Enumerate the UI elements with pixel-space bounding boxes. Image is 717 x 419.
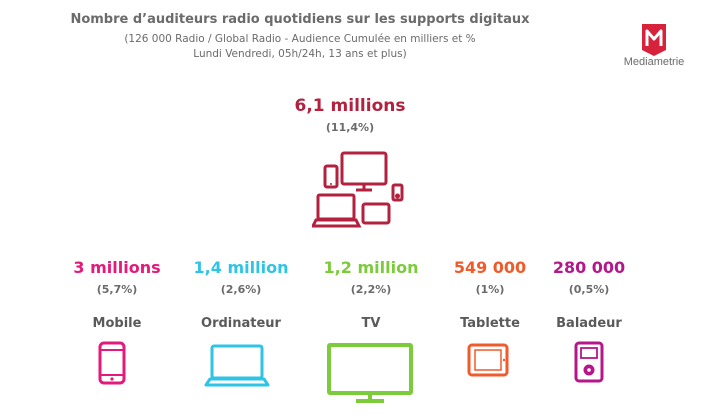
smartphone-icon bbox=[98, 341, 126, 385]
device-value: 549 000 bbox=[453, 258, 527, 277]
total-percent: (11,4%) bbox=[325, 121, 375, 134]
page-title: Nombre d’auditeurs radio quotidiens sur … bbox=[70, 12, 530, 27]
tv-icon bbox=[327, 343, 413, 403]
laptop-icon bbox=[204, 344, 270, 387]
device-value: 3 millions bbox=[73, 258, 161, 277]
device-label: Baladeur bbox=[556, 316, 622, 331]
device-label: Ordinateur bbox=[201, 316, 281, 331]
device-label: Tablette bbox=[460, 316, 520, 331]
device-label: TV bbox=[361, 316, 381, 331]
device-value: 1,2 million bbox=[323, 258, 419, 277]
tablet-icon bbox=[467, 343, 509, 377]
device-percent: (2,2%) bbox=[350, 283, 392, 296]
device-percent: (0,5%) bbox=[568, 283, 610, 296]
device-value: 280 000 bbox=[552, 258, 626, 277]
device-percent: (1%) bbox=[475, 283, 505, 296]
logo-text: Mediametrie bbox=[623, 56, 685, 68]
page-subtitle-line-1: (126 000 Radio / Global Radio - Audience… bbox=[124, 33, 476, 45]
device-percent: (2,6%) bbox=[220, 283, 262, 296]
mediametrie-logo: Mediametrie bbox=[614, 22, 694, 68]
device-value: 1,4 million bbox=[193, 258, 289, 277]
page-subtitle-line-2: Lundi Vendredi, 05h/24h, 13 ans et plus) bbox=[193, 48, 407, 60]
music-player-icon bbox=[574, 341, 604, 383]
mediametrie-logo-icon bbox=[642, 24, 666, 56]
devices-cluster-icon bbox=[312, 151, 404, 228]
device-label: Mobile bbox=[92, 316, 142, 331]
total-value: 6,1 millions bbox=[294, 96, 406, 116]
device-percent: (5,7%) bbox=[96, 283, 138, 296]
